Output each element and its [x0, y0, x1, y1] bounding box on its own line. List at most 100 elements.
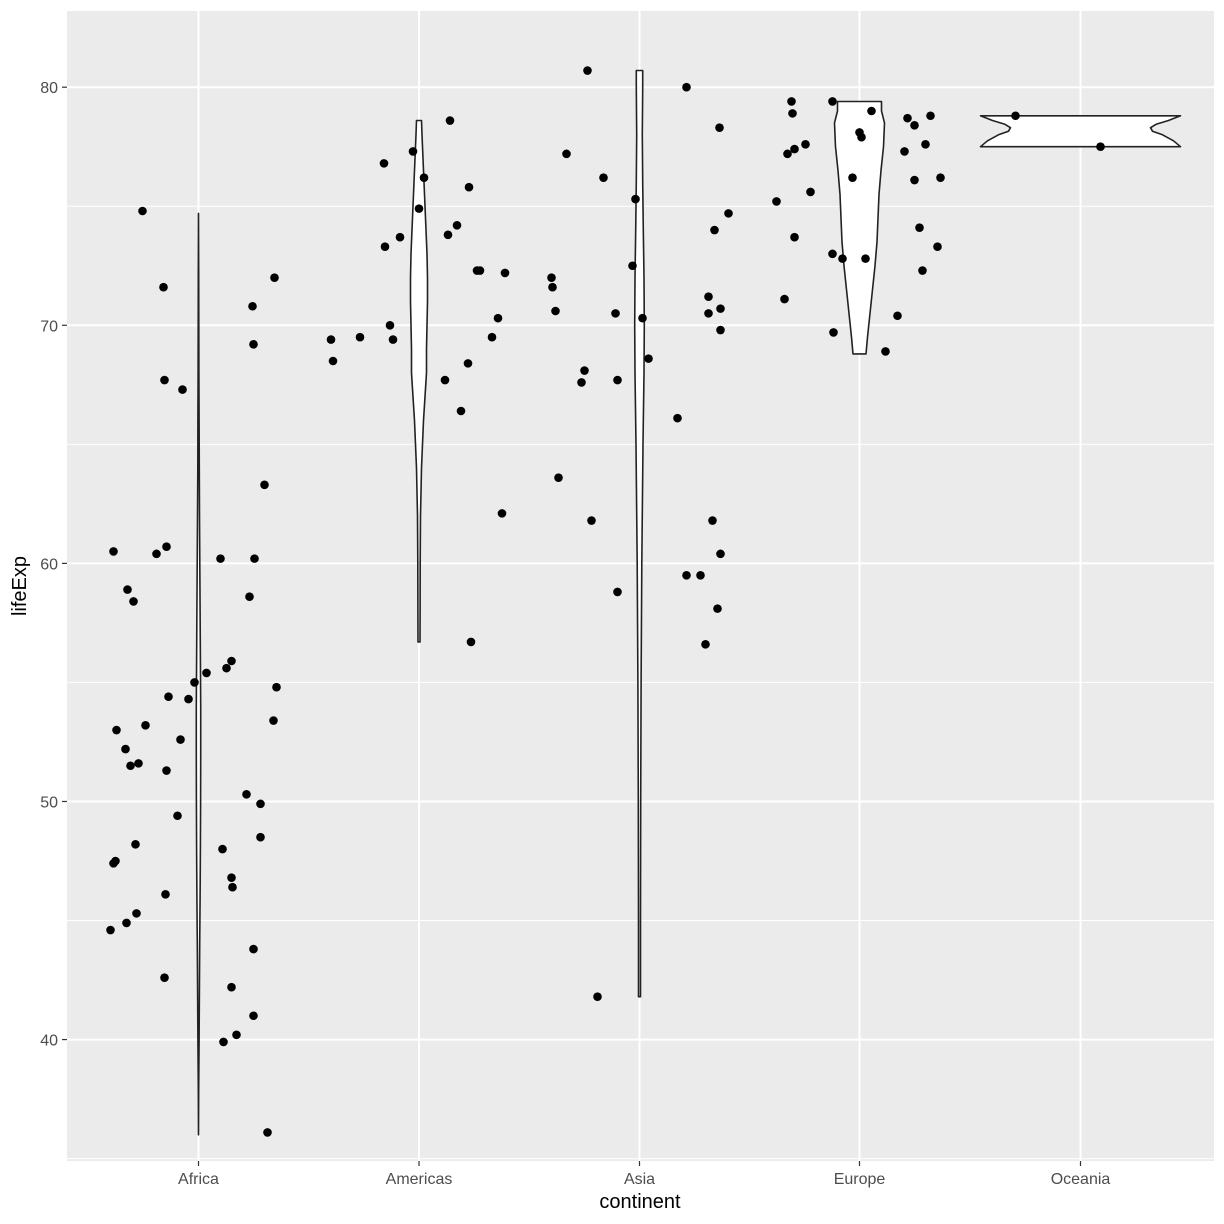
data-point: [112, 725, 121, 735]
data-point: [710, 225, 719, 235]
violins: [195, 69, 1182, 1136]
data-point: [132, 909, 141, 918]
data-point: [829, 328, 838, 337]
data-point: [704, 292, 713, 302]
data-point: [577, 378, 586, 387]
x-axis-title: continent: [599, 1191, 681, 1213]
data-point: [443, 230, 453, 240]
data-point: [227, 656, 236, 666]
data-point: [613, 375, 622, 385]
data-point: [708, 516, 717, 525]
data-point: [780, 294, 789, 304]
data-point: [245, 592, 254, 602]
data-point: [176, 735, 185, 744]
data-point: [250, 554, 259, 563]
data-point: [881, 347, 890, 356]
data-point: [159, 282, 168, 292]
data-point: [1011, 111, 1020, 121]
data-point: [593, 992, 602, 1002]
data-point: [173, 811, 182, 821]
data-point: [638, 313, 647, 323]
x-tick-label: Americas: [386, 1171, 453, 1188]
data-point: [583, 66, 592, 75]
data-point: [861, 254, 870, 263]
data-point: [269, 716, 278, 725]
data-point: [903, 113, 912, 123]
data-point: [326, 335, 336, 344]
data-point: [910, 175, 919, 185]
data-point: [673, 413, 682, 423]
data-point: [227, 873, 236, 882]
data-point: [613, 587, 622, 597]
data-points: [106, 66, 1105, 1137]
data-point: [926, 111, 935, 121]
data-point: [152, 549, 161, 559]
data-point: [464, 182, 474, 192]
data-point: [466, 637, 476, 647]
data-point: [716, 325, 725, 335]
data-point: [161, 890, 170, 899]
data-point: [900, 147, 909, 156]
data-point: [141, 720, 150, 730]
data-point: [475, 266, 485, 275]
data-point: [715, 123, 724, 132]
data-point: [109, 547, 118, 556]
y-tick-label: 80: [40, 80, 58, 97]
data-point: [611, 309, 620, 318]
data-point: [328, 356, 338, 366]
data-point: [270, 273, 279, 282]
data-point: [109, 859, 118, 868]
y-tick-label: 60: [40, 556, 58, 573]
data-point: [184, 694, 193, 704]
data-point: [921, 140, 930, 149]
data-point: [497, 509, 507, 518]
data-point: [272, 682, 281, 692]
y-tick-label: 70: [40, 318, 58, 335]
data-point: [628, 261, 637, 271]
data-point: [562, 149, 571, 159]
data-point: [857, 132, 866, 142]
data-point: [249, 340, 258, 349]
y-tick-label: 40: [40, 1033, 58, 1050]
data-point: [631, 194, 640, 204]
data-point: [260, 480, 269, 490]
data-point: [256, 799, 265, 809]
data-point: [682, 82, 691, 92]
data-point: [580, 366, 589, 375]
data-point: [463, 359, 473, 368]
data-point: [164, 692, 173, 702]
data-point: [910, 120, 919, 130]
data-point: [249, 1011, 258, 1021]
violin-europe: [833, 100, 886, 355]
data-point: [190, 678, 199, 687]
data-point: [587, 516, 596, 525]
data-point: [716, 304, 725, 313]
data-point: [380, 242, 390, 252]
data-point: [936, 173, 945, 182]
violin-oceania: [979, 115, 1182, 148]
data-point: [129, 597, 138, 606]
data-point: [126, 761, 135, 771]
data-point: [131, 840, 140, 849]
violin-africa: [195, 212, 202, 1136]
data-point: [134, 759, 143, 768]
data-point: [806, 187, 815, 197]
data-point: [160, 375, 169, 385]
data-point: [138, 206, 147, 216]
data-point: [1096, 142, 1105, 152]
data-point: [408, 147, 418, 156]
data-point: [388, 335, 398, 344]
data-point: [933, 242, 942, 252]
data-point: [456, 406, 466, 416]
data-point: [724, 209, 733, 218]
axes: 40 50 60 70 80 Africa Americas Asia Europe Oceani…: [40, 80, 1110, 1188]
data-point: [395, 232, 405, 242]
data-point: [918, 266, 927, 275]
data-point: [696, 570, 705, 580]
data-point: [162, 766, 171, 775]
data-point: [554, 473, 563, 482]
data-point: [787, 97, 796, 106]
data-point: [256, 832, 265, 842]
data-point: [227, 982, 236, 992]
data-point: [445, 116, 455, 125]
